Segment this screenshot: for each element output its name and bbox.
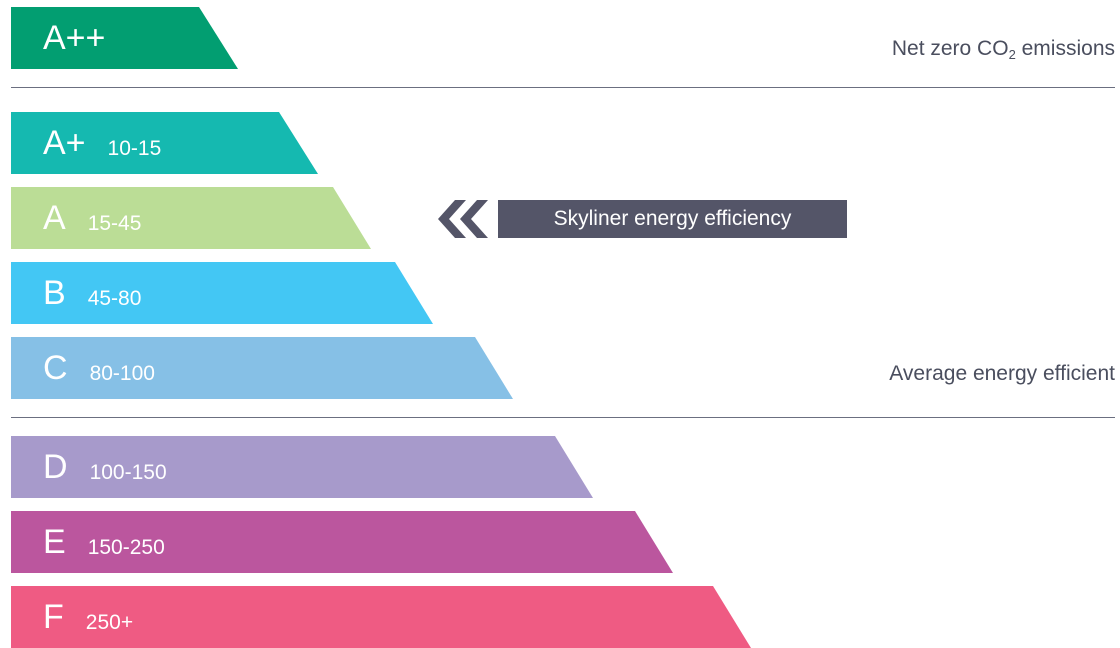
rating-bar-a: A 15-45 [11,187,371,249]
skyliner-label: Skyliner energy efficiency [498,200,847,238]
subscript-two: 2 [1008,47,1016,62]
rating-range: 100-150 [89,460,167,484]
rating-bar-b: B 45-80 [11,262,433,324]
rating-bar-e: E 150-250 [11,511,673,573]
rating-range: 10-15 [107,136,162,160]
rating-grade: E [43,523,66,561]
net-zero-suffix: emissions [1015,37,1115,60]
rating-grade: F [43,598,64,636]
rating-grade: D [43,448,68,486]
rating-range: 80-100 [89,361,155,385]
skyliner-efficiency-marker: Skyliner energy efficiency [438,200,847,238]
rating-bar-d: D 100-150 [11,436,593,498]
separator-net-zero [11,87,1115,88]
rating-bar-f: F 250+ [11,586,751,648]
rating-bar-a-plus-plus: A++ [11,7,238,69]
net-zero-prefix: Net zero CO [891,37,1009,60]
rating-range: 45-80 [87,286,142,310]
rating-grade: A [43,199,66,237]
net-zero-note: Net zero CO2 emissions [891,37,1115,62]
rating-range: 15-45 [87,211,142,235]
rating-grade: B [43,274,66,312]
rating-bar-a-plus: A+ 10-15 [11,112,318,174]
rating-grade: C [43,349,68,387]
rating-range: 150-250 [87,535,165,559]
separator-average [11,417,1115,418]
rating-range: 250+ [85,610,134,634]
rating-bar-c: C 80-100 [11,337,513,399]
rating-grade: A+ [43,124,86,162]
average-efficiency-note: Average energy efficient [889,362,1115,385]
rating-grade: A++ [43,19,106,57]
double-chevron-left-icon [438,200,488,238]
